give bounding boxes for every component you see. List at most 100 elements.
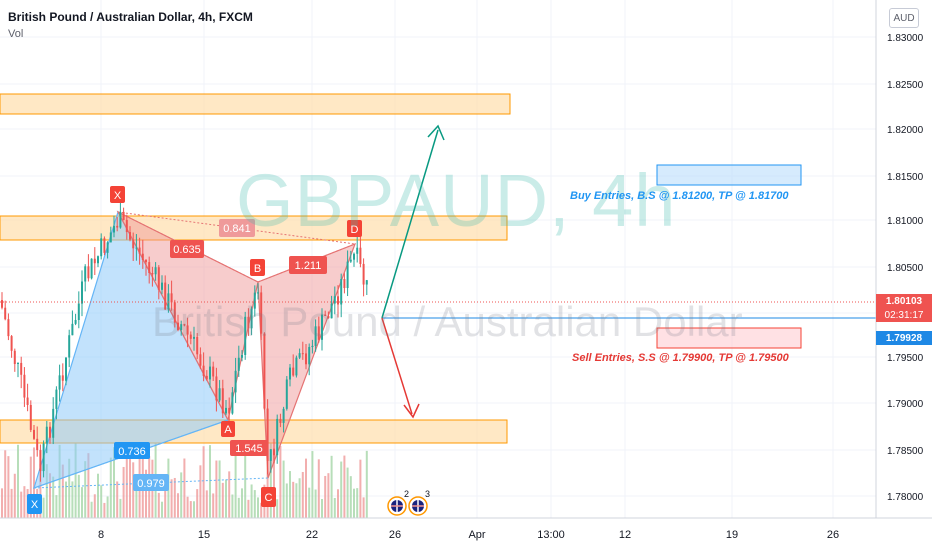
candle-body [266,408,269,461]
resistance-zone-upper[interactable] [0,93,511,115]
currency-unit-button[interactable]: AUD [889,8,919,28]
point-label-b[interactable]: B [250,259,265,276]
candle-body [13,350,16,365]
point-label-x-top[interactable]: X [110,186,125,203]
volume-bars [1,443,368,518]
volume-bar [260,502,263,518]
candle-body [173,302,176,323]
volume-bar [45,464,48,518]
buy-entry-box[interactable] [656,164,802,186]
candle-body [346,261,349,289]
current-price-tag: 1.80103 [876,294,932,308]
price-axis-panel[interactable] [876,0,932,518]
volume-bar [103,502,106,518]
candle-body [7,319,10,337]
volume-bar [193,501,195,518]
candle-body [330,303,333,319]
candle-body [157,267,160,290]
volume-bar [1,488,3,518]
point-label-d[interactable]: D [347,220,362,237]
economic-event-badge-1[interactable]: 2 [387,489,409,516]
volume-bar [362,497,365,518]
candle-body [145,260,147,263]
volume-bar [90,501,93,518]
volume-bar [301,472,304,518]
svg-text:1.545: 1.545 [235,443,263,455]
volume-bar [170,479,173,518]
time-axis-panel[interactable] [0,518,932,550]
candle-body [167,293,170,310]
volume-bar [218,460,221,518]
countdown-tag: 02:31:17 [876,308,932,322]
price-candles [1,199,368,482]
volume-bar [359,459,362,518]
volume-bar [244,444,247,518]
symbol-header[interactable]: British Pound / Australian Dollar, 4h, F… [8,10,253,40]
sell-entries-note[interactable]: Sell Entries, S.S @ 1.79900, TP @ 1.7950… [572,352,789,364]
symbol-title[interactable]: British Pound / Australian Dollar, 4h, F… [8,10,253,24]
volume-bar [215,460,218,518]
volume-bar [292,481,295,518]
buy-entries-note[interactable]: Buy Entries, B.S @ 1.81200, TP @ 1.81700 [570,190,789,202]
volume-bar [285,483,288,518]
candle-body [52,408,55,438]
candle-body [260,292,263,334]
economic-event-badge-2[interactable]: 3 [408,489,430,516]
bullish-arrow[interactable] [381,129,439,319]
candle-body [68,335,71,358]
volume-bar [356,488,359,518]
volume-bar [23,486,26,518]
ratio-label-1545[interactable]: 1.545 [230,440,268,456]
candle-body [17,362,19,365]
candle-body [295,357,298,376]
candle-body [71,323,74,336]
candle-body [55,389,58,409]
volume-bar [177,493,179,518]
candle-body [205,375,208,380]
volume-bar [343,455,346,518]
candle-body [237,357,240,371]
candle-body [193,336,195,339]
ratio-label-0635[interactable]: 0.635 [170,240,204,258]
volume-bar [199,465,202,518]
volume-bar [202,446,205,518]
point-label-x-bottom[interactable]: X [27,494,42,514]
volume-bar [273,448,275,518]
candle-body [170,293,173,303]
candle-body [356,247,359,254]
time-tick-label: 8 [98,529,104,541]
ratio-label-1211[interactable]: 1.211 [289,256,327,274]
sell-entry-box[interactable] [656,327,802,349]
price-tick-label: 1.78000 [887,492,924,503]
volume-bar [266,450,269,518]
time-tick-label: 12 [619,529,631,541]
volume-bar [237,497,240,518]
svg-text:0.736: 0.736 [118,446,146,458]
ratio-label-0736[interactable]: 0.736 [114,442,150,459]
point-label-c[interactable]: C [261,487,276,507]
ratio-label-0841[interactable]: 0.841 [219,219,255,237]
volume-bar [52,476,55,518]
candle-body [292,367,295,376]
volume-bar [97,473,99,518]
volume-bar [324,475,327,518]
volume-indicator-label[interactable]: Vol [8,28,24,40]
volume-bar [295,483,298,518]
volume-bar [317,459,320,518]
svg-text:D: D [351,224,359,236]
ratio-label-0979[interactable]: 0.979 [133,474,169,491]
candle-body [305,353,307,365]
volume-bar [337,489,339,518]
volume-bar [321,498,323,518]
candle-body [81,281,83,304]
candle-body [324,314,327,316]
volume-bar [113,447,115,518]
point-label-a[interactable]: A [221,421,235,437]
volume-bar [282,460,285,518]
volume-bar [125,448,128,518]
bearish-arrow[interactable] [381,317,413,415]
volume-bar [333,497,336,518]
volume-bar [55,495,58,518]
